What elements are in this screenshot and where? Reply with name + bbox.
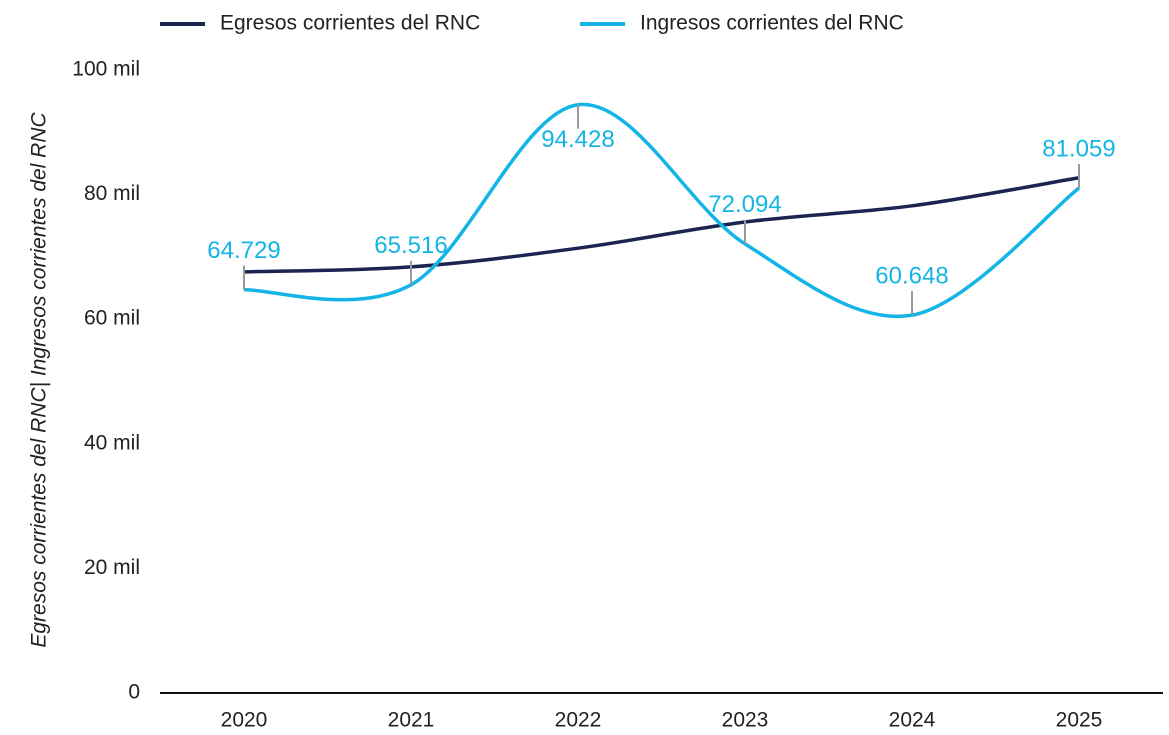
y-axis-title: Egresos corrientes del RNC| Ingresos cor… [28, 112, 51, 648]
y-tick-label: 80 mil [84, 182, 140, 205]
legend-label: Egresos corrientes del RNC [220, 12, 480, 35]
series-line [243, 176, 1080, 274]
data-label: 65.516 [374, 232, 447, 259]
data-label: 60.648 [875, 263, 948, 290]
y-tick-label: 100 mil [72, 58, 140, 81]
series-line [243, 102, 1081, 319]
data-label: 72.094 [708, 191, 781, 218]
legend-label: Ingresos corrientes del RNC [640, 12, 904, 35]
x-tick-label: 2025 [1056, 709, 1103, 732]
x-tick-label: 2020 [221, 709, 268, 732]
y-tick-label: 20 mil [84, 556, 140, 579]
x-tick-label: 2022 [555, 709, 602, 732]
data-label: 81.059 [1042, 135, 1115, 162]
y-tick-label: 40 mil [84, 431, 140, 454]
x-tick-label: 2024 [889, 709, 936, 732]
y-tick-label: 60 mil [84, 307, 140, 330]
y-tick-label: 0 [128, 681, 140, 704]
x-tick-label: 2023 [722, 709, 769, 732]
x-tick-label: 2021 [388, 709, 435, 732]
data-label: 64.729 [207, 237, 280, 264]
data-label: 94.428 [541, 126, 614, 153]
